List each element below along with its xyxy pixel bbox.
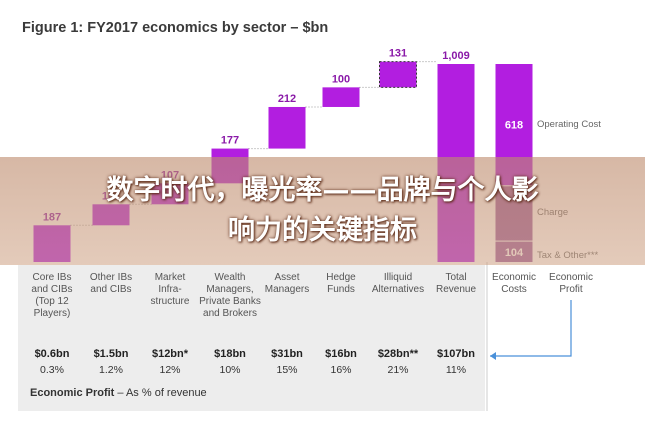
profit-value: $107bn <box>437 348 475 360</box>
profit-percent: 0.3% <box>40 364 64 376</box>
overlay-banner: 数字时代，曝光率——品牌与个人影 响力的关键指标 <box>0 157 645 265</box>
profit-value: $18bn <box>214 348 246 360</box>
bar-value-label: 1,009 <box>442 50 470 62</box>
segment-value-label: 618 <box>505 120 523 132</box>
segment-side-label: Operating Cost <box>537 118 601 130</box>
profit-percent: 16% <box>330 364 352 376</box>
profit-percent: 11% <box>445 364 467 376</box>
bar-value-label: 100 <box>332 73 350 85</box>
category-label: Economic Costs <box>492 272 536 295</box>
category-label: Asset Managers <box>264 272 310 295</box>
arrow-head <box>490 352 496 360</box>
profit-arrow <box>490 300 572 357</box>
waterfall-bar <box>379 61 417 88</box>
category-label: Total Revenue <box>435 272 477 295</box>
profit-percent: 10% <box>219 364 241 376</box>
profit-value: $1.5bn <box>93 348 129 360</box>
profit-percent: 12% <box>159 364 181 376</box>
profit-value: $0.6bn <box>34 348 70 360</box>
category-label: Core IBs and CIBs (Top 12 Players) <box>31 272 73 319</box>
category-label: Other IBs and CIBs <box>89 272 133 295</box>
bar-value-label: 212 <box>278 93 296 105</box>
chart-title: Figure 1: FY2017 economics by sector – $… <box>22 20 329 36</box>
bar-value-label: 177 <box>221 135 239 147</box>
category-label: Economic Profit <box>549 272 593 295</box>
profit-percent: 15% <box>276 364 298 376</box>
profit-value: $16bn <box>325 348 357 360</box>
table-panel <box>18 265 485 411</box>
category-label: Illiquid Alternatives <box>371 272 425 295</box>
category-label: Market Infra-structure <box>150 272 190 307</box>
waterfall-bar <box>268 106 306 149</box>
category-label: Hedge Funds <box>326 272 356 295</box>
footer-note: Economic Profit – As % of revenue <box>30 387 207 399</box>
profit-value: $28bn** <box>377 348 419 360</box>
bar-value-label: 131 <box>389 48 407 60</box>
banner-text: 数字时代，曝光率——品牌与个人影 响力的关键指标 <box>106 175 539 246</box>
profit-value: $31bn <box>271 348 303 360</box>
category-label: Wealth Managers, Private Banks and Brokers <box>199 272 261 319</box>
profit-value: $12bn* <box>151 348 189 360</box>
profit-percent: 1.2% <box>99 364 123 376</box>
profit-percent: 21% <box>387 364 409 376</box>
waterfall-bar <box>322 87 360 107</box>
